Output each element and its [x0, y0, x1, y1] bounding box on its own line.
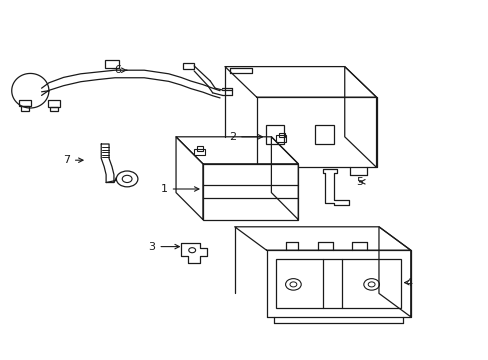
- Text: 2: 2: [228, 132, 262, 142]
- Bar: [105, 60, 119, 68]
- Bar: [315, 125, 333, 144]
- Text: 5: 5: [356, 177, 365, 187]
- Text: 4: 4: [404, 278, 411, 288]
- Text: 1: 1: [161, 184, 199, 194]
- Bar: [203, 164, 298, 220]
- Bar: [197, 146, 203, 150]
- Bar: [279, 133, 285, 137]
- Bar: [265, 125, 284, 144]
- Bar: [48, 100, 60, 107]
- Bar: [275, 135, 286, 142]
- Bar: [183, 63, 194, 69]
- Text: 7: 7: [62, 155, 83, 165]
- Text: 3: 3: [148, 242, 179, 252]
- Bar: [276, 259, 400, 308]
- Text: 6: 6: [114, 65, 126, 75]
- Bar: [20, 106, 29, 111]
- Bar: [19, 100, 31, 106]
- Bar: [50, 107, 58, 111]
- Bar: [193, 149, 204, 155]
